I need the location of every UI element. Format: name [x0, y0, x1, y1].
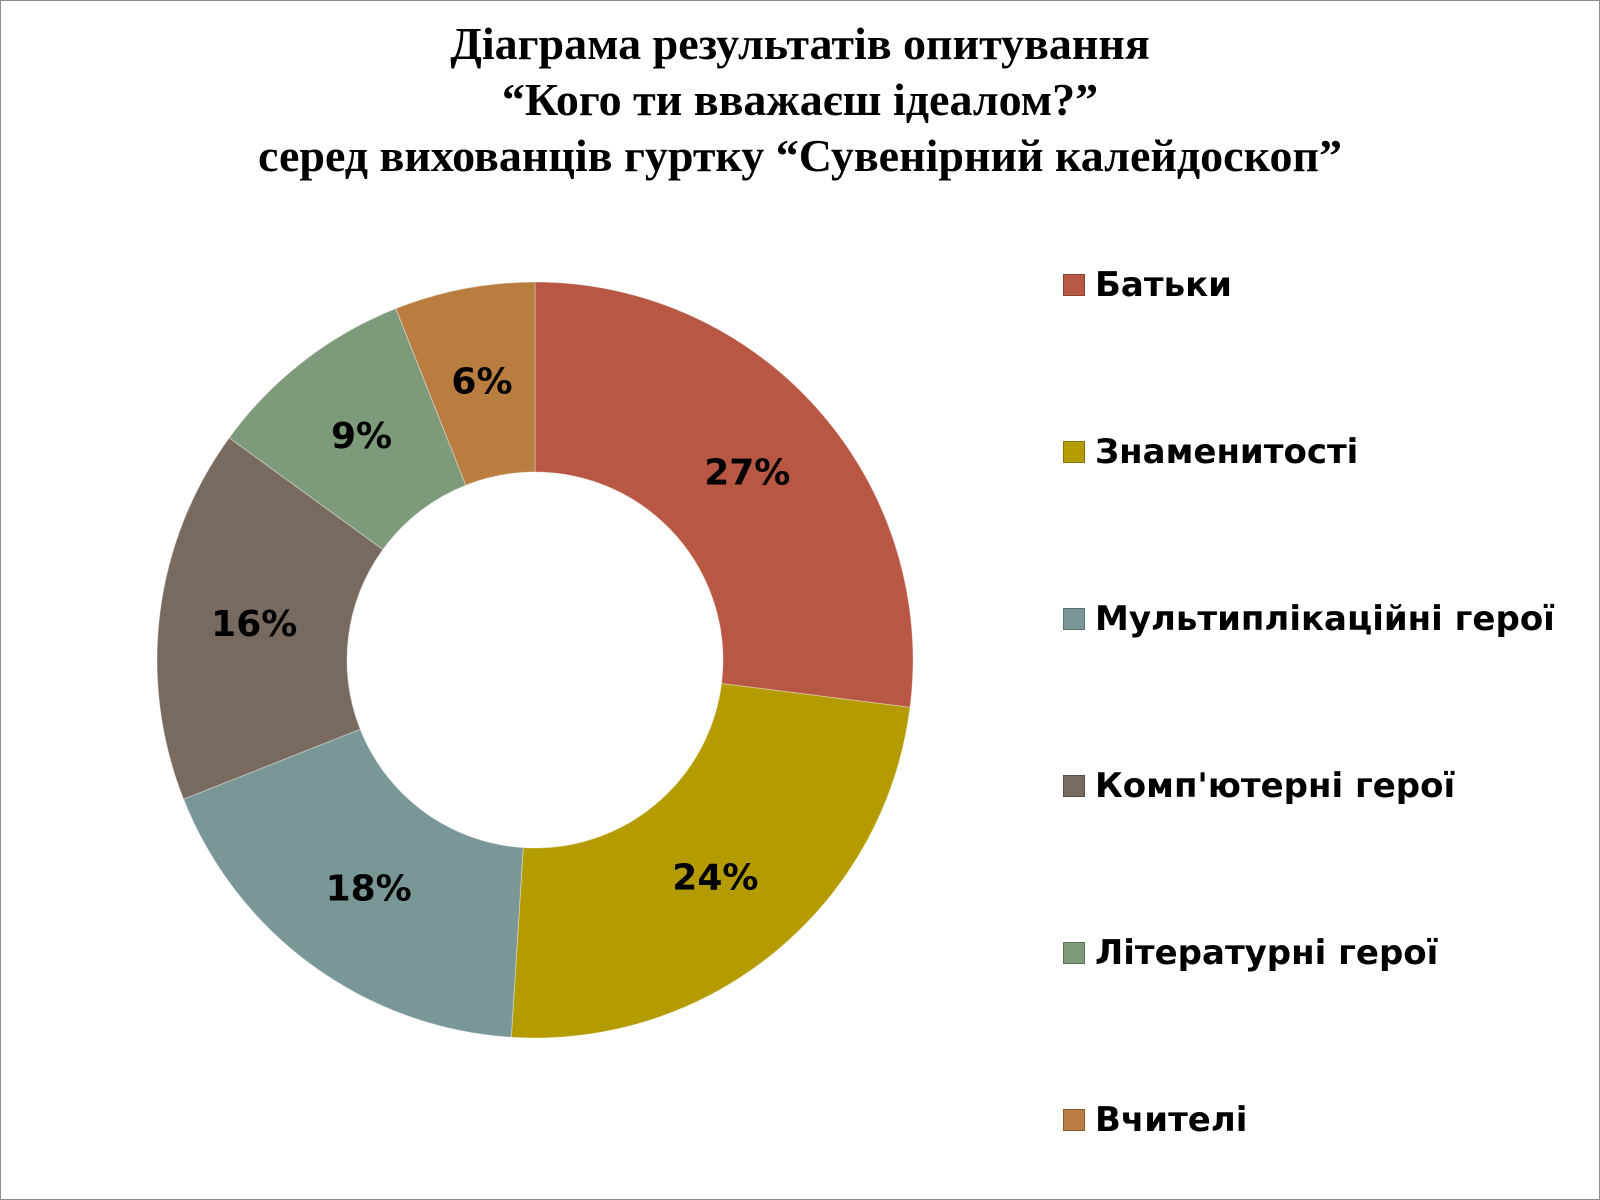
legend-label-znamenytosti: Знаменитості	[1095, 432, 1359, 472]
donut-slice-multyplikatsiini	[182, 728, 524, 1038]
data-label-multyplikatsiini: 18%	[326, 868, 412, 909]
legend-swatch-znamenytosti	[1063, 441, 1085, 463]
legend-swatch-vchyteli	[1063, 1109, 1085, 1131]
legend-label-literaturni: Літературні герої	[1095, 933, 1439, 973]
donut-slice-vchyteli	[395, 281, 536, 486]
legend-label-vchyteli: Вчителі	[1095, 1100, 1248, 1140]
legend-item-kompiuterni: Комп'ютерні герої	[1063, 766, 1455, 806]
legend-item-vchyteli: Вчителі	[1063, 1100, 1247, 1140]
data-label-kompiuterni: 16%	[211, 604, 297, 645]
donut-slice-batky	[534, 281, 914, 708]
data-label-batky: 27%	[704, 452, 790, 493]
chart-title-line-2: “Кого ти вважаєш ідеалом?”	[501, 74, 1099, 125]
data-label-znamenytosti: 24%	[672, 858, 758, 899]
chart-title-line-3: серед вихованців гуртку “Сувенірний кале…	[257, 130, 1343, 181]
legend-swatch-multyplikatsiini	[1063, 608, 1085, 630]
donut-slice-kompiuterni	[156, 437, 384, 800]
legend-label-multyplikatsiini: Мультиплікаційні герої	[1095, 599, 1555, 639]
legend-swatch-literaturni	[1063, 942, 1085, 964]
chart-title-line-1: Діаграма результатів опитування	[450, 18, 1150, 69]
data-label-literaturni: 9%	[331, 416, 392, 457]
chart-title: Діаграма результатів опитування “Кого ти…	[0, 16, 1600, 184]
legend-label-batky: Батьки	[1095, 265, 1232, 305]
legend-swatch-kompiuterni	[1063, 775, 1085, 797]
legend-item-batky: Батьки	[1063, 265, 1232, 305]
legend-swatch-batky	[1063, 274, 1085, 296]
legend-item-literaturni: Літературні герої	[1063, 933, 1438, 973]
legend-item-multyplikatsiini: Мультиплікаційні герої	[1063, 599, 1555, 639]
data-label-vchyteli: 6%	[451, 362, 512, 403]
donut-slice-literaturni	[228, 307, 467, 551]
legend-label-kompiuterni: Комп'ютерні герої	[1095, 766, 1456, 806]
donut-slice-znamenytosti	[510, 683, 911, 1039]
legend-item-znamenytosti: Знаменитості	[1063, 432, 1358, 472]
